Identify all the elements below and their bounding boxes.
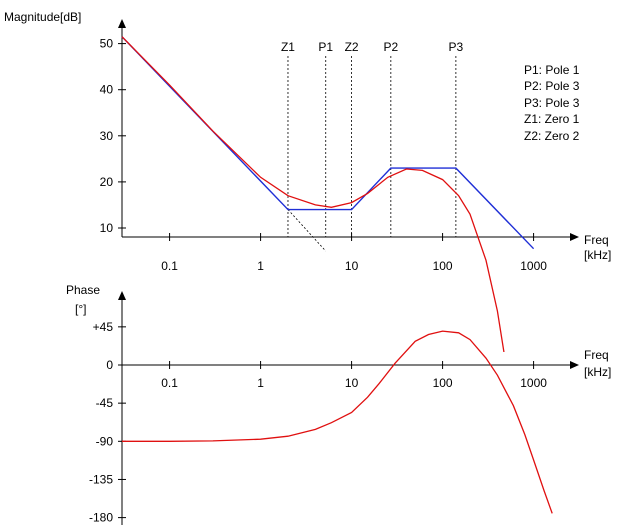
legend-entry: Z2: Zero 2 — [524, 129, 580, 143]
magnitude-y-tick-label: 50 — [100, 37, 114, 51]
phase-y-tick-label: -135 — [89, 472, 113, 486]
legend-entry: P1: Pole 1 — [524, 63, 580, 77]
magnitude-x-tick-label: 1000 — [520, 259, 547, 273]
legend: P1: Pole 1 P2: Pole 3 P3: Pole 3 Z1: Zer… — [524, 63, 580, 143]
magnitude-axis-label: Magnitude[dB] — [4, 10, 81, 24]
phase-x-tick-label: 1 — [257, 376, 264, 390]
legend-entry: P3: Pole 3 — [524, 96, 580, 110]
magnitude-series — [121, 36, 535, 352]
legend-entry: Z1: Zero 1 — [524, 112, 580, 126]
magnitude-x-tick-label: 100 — [433, 259, 453, 273]
marker-label-p3: P3 — [449, 40, 464, 54]
phase-chart: +45 0 -45 -90 -135 -180 0.1 1 10 100 1000 Phase [°… — [66, 283, 611, 525]
marker-label-z1: Z1 — [281, 40, 295, 54]
phase-x-tick-label: 1000 — [520, 376, 547, 390]
phase-axis-label: Phase — [66, 283, 100, 297]
phase-xlabel-line2: [kHz] — [584, 365, 611, 379]
magnitude-chart: Z1 P1 Z2 P2 P3 10 20 30 40 50 0.1 1 10 100 1000 Magni… — [4, 10, 611, 352]
phase-x-tick-label: 10 — [345, 376, 359, 390]
magnitude-y-tick-label: 40 — [100, 83, 114, 97]
phase-x-arrow — [570, 361, 579, 369]
asymptotic-magnitude-line — [121, 36, 535, 250]
phase-xlabel-line1: Freq — [584, 348, 609, 362]
auxiliary-asymptote-line — [287, 209, 327, 252]
marker-label-z2: Z2 — [345, 40, 359, 54]
phase-y-tick-label: -90 — [96, 434, 114, 448]
phase-axis-unit: [°] — [75, 302, 86, 316]
phase-y-arrow — [118, 291, 126, 300]
phase-ticks: +45 0 -45 -90 -135 -180 0.1 1 10 100 1000 — [89, 320, 547, 525]
magnitude-x-tick-label: 1 — [257, 259, 264, 273]
phase-y-tick-label: 0 — [106, 358, 113, 372]
magnitude-x-tick-label: 0.1 — [161, 259, 178, 273]
magnitude-y-tick-label: 10 — [100, 221, 114, 235]
phase-x-tick-label: 100 — [433, 376, 453, 390]
magnitude-ticks: 10 20 30 40 50 0.1 1 10 100 1000 — [100, 37, 548, 273]
magnitude-axes — [118, 19, 579, 241]
phase-curve — [122, 330, 553, 514]
magnitude-xlabel-line2: [kHz] — [584, 248, 611, 262]
magnitude-y-tick-label: 20 — [100, 175, 114, 189]
magnitude-marker-lines: Z1 P1 Z2 P2 P3 — [281, 40, 464, 252]
legend-entry: P2: Pole 3 — [524, 79, 580, 93]
magnitude-y-tick-label: 30 — [100, 129, 114, 143]
marker-label-p1: P1 — [318, 40, 333, 54]
marker-label-p2: P2 — [383, 40, 398, 54]
actual-magnitude-curve — [121, 36, 505, 352]
phase-x-tick-label: 0.1 — [161, 376, 178, 390]
magnitude-xlabel-line1: Freq — [584, 233, 609, 247]
magnitude-y-arrow — [118, 19, 126, 28]
phase-y-tick-label: -45 — [96, 396, 114, 410]
phase-y-tick-label: -180 — [89, 511, 113, 525]
phase-series — [122, 330, 553, 514]
phase-axes — [118, 291, 579, 525]
phase-y-tick-label: +45 — [93, 320, 114, 334]
magnitude-x-arrow — [570, 233, 579, 241]
magnitude-x-tick-label: 10 — [345, 259, 359, 273]
